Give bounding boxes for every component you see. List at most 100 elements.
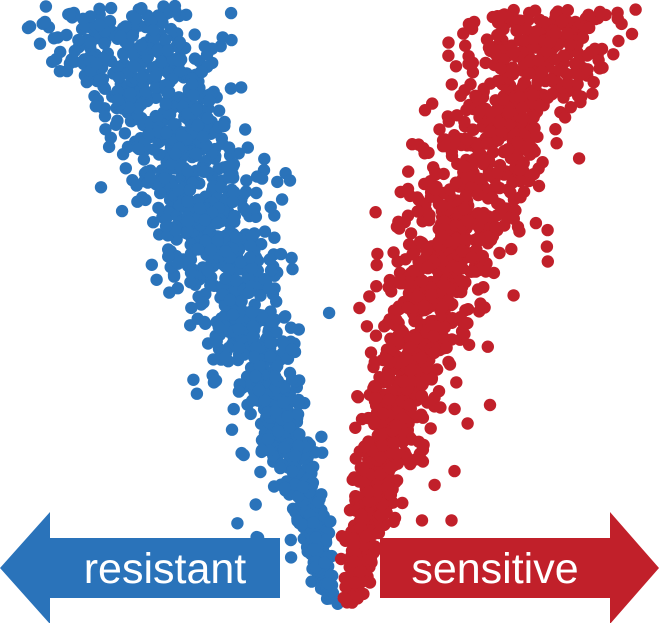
sensitive-point: [477, 281, 490, 294]
resistant-label: resistant: [84, 545, 247, 593]
sensitive-point: [493, 116, 506, 130]
sensitive-point: [389, 419, 403, 432]
resistant-point: [304, 462, 317, 475]
resistant-point: [132, 142, 146, 156]
sensitive-point: [407, 264, 420, 277]
sensitive-point: [461, 133, 474, 146]
sensitive-point: [513, 163, 527, 177]
sensitive-point: [415, 514, 429, 527]
resistant-point: [272, 425, 285, 438]
resistant-point: [203, 94, 216, 107]
resistant-point: [63, 7, 77, 21]
sensitive-point: [587, 76, 600, 89]
sensitive-point: [349, 490, 362, 503]
resistant-point: [167, 118, 180, 131]
resistant-point: [288, 449, 302, 463]
sensitive-point: [611, 12, 624, 25]
resistant-point: [235, 81, 248, 94]
resistant-point: [142, 127, 155, 141]
resistant-point: [195, 65, 209, 79]
resistant-point: [198, 315, 211, 329]
resistant-point: [181, 195, 194, 208]
sensitive-point: [427, 161, 440, 174]
sensitive-point: [363, 290, 376, 303]
sensitive-point: [461, 214, 474, 227]
resistant-point: [175, 129, 188, 142]
sensitive-point: [545, 73, 558, 87]
sensitive-point: [535, 65, 548, 78]
sensitive-point: [442, 355, 455, 369]
resistant-point: [258, 394, 271, 407]
resistant-point: [187, 89, 200, 102]
resistant-point: [264, 264, 278, 277]
sensitive-point: [478, 154, 491, 167]
resistant-point: [293, 428, 306, 441]
sensitive-point: [401, 182, 415, 196]
sensitive-point: [387, 436, 401, 450]
sensitive-point: [563, 38, 577, 51]
resistant-point: [212, 104, 226, 117]
resistant-point: [211, 234, 224, 247]
sensitive-point: [480, 137, 494, 150]
resistant-point: [246, 394, 259, 407]
resistant-point: [275, 193, 289, 206]
resistant-point: [283, 174, 297, 187]
resistant-point: [68, 44, 82, 58]
sensitive-point: [416, 455, 430, 468]
resistant-point: [193, 202, 206, 215]
resistant-point: [291, 408, 305, 421]
resistant-point: [291, 490, 305, 503]
sensitive-point: [339, 593, 353, 606]
sensitive-point: [558, 111, 572, 124]
resistant-point: [245, 262, 259, 275]
sensitive-point: [369, 392, 383, 405]
sensitive-point: [489, 179, 503, 193]
sensitive-point: [369, 329, 383, 342]
resistant-point: [168, 0, 182, 13]
resistant-point: [279, 310, 292, 323]
resistant-point: [184, 276, 197, 289]
resistant-point: [271, 175, 284, 189]
sensitive-point: [460, 103, 473, 117]
resistant-point: [274, 461, 287, 475]
sensitive-point: [404, 227, 418, 240]
sensitive-point: [411, 205, 424, 218]
resistant-point: [245, 230, 259, 243]
resistant-point: [285, 251, 298, 265]
resistant-point: [181, 107, 194, 120]
resistant-point: [114, 30, 127, 43]
sensitive-point: [368, 380, 381, 393]
sensitive-point: [362, 494, 375, 508]
resistant-point: [150, 111, 164, 124]
resistant-point: [219, 351, 232, 364]
sensitive-point: [396, 496, 409, 510]
resistant-point: [191, 119, 204, 132]
resistant-point: [131, 195, 144, 208]
sensitive-point: [527, 111, 540, 124]
resistant-point: [235, 295, 248, 308]
sensitive-point: [421, 261, 434, 274]
resistant-point: [278, 481, 291, 495]
sensitive-point: [448, 402, 461, 416]
resistant-point: [276, 337, 290, 350]
sensitive-point: [477, 211, 490, 224]
sensitive-point: [384, 462, 397, 475]
sensitive-point: [479, 265, 492, 278]
resistant-point: [135, 71, 149, 84]
sensitive-point: [422, 146, 435, 159]
sensitive-point: [462, 338, 476, 351]
resistant-point: [190, 387, 204, 400]
sensitive-point: [415, 389, 429, 402]
resistant-point: [94, 181, 108, 194]
resistant-point: [296, 480, 310, 494]
resistant-point: [247, 350, 261, 364]
resistant-point: [285, 343, 299, 356]
resistant-point: [231, 517, 244, 530]
sensitive-point: [347, 538, 361, 551]
resistant-point: [159, 220, 173, 233]
resistant-point: [102, 140, 116, 154]
resistant-point: [245, 306, 259, 319]
sensitive-point: [388, 511, 402, 525]
sensitive-point: [540, 240, 554, 253]
resistant-point: [147, 24, 160, 37]
